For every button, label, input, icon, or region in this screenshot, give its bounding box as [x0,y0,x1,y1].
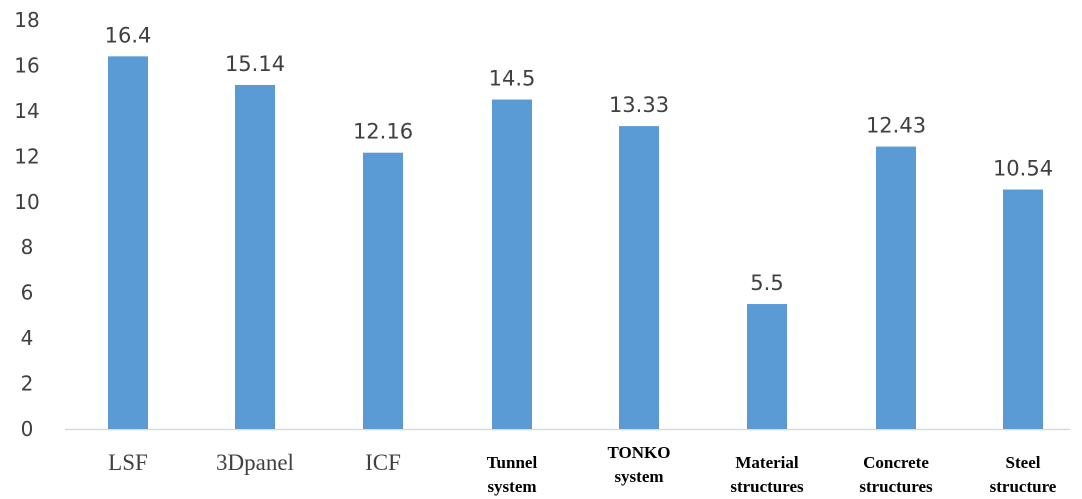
y-tick-label: 0 [21,417,34,441]
x-tick-label: structures [730,477,804,496]
x-tick-label: LSF [108,450,148,475]
bar [1003,189,1043,429]
y-tick-label: 18 [14,8,39,32]
data-label: 13.33 [609,93,669,117]
bar [235,84,275,429]
data-label: 10.54 [993,157,1053,181]
data-label: 5.5 [750,271,783,295]
bar [747,304,787,429]
y-tick-label: 8 [21,235,34,259]
y-tick-label: 4 [21,326,34,350]
bar [876,146,916,429]
x-tick-label: TONKO [608,443,671,462]
bar [619,126,659,429]
x-tick-label: Tunnel [487,453,538,472]
y-axis-ticks: 0 2 4 6 8 10 12 14 16 18 [14,8,39,441]
x-tick-label: system [614,467,663,486]
y-tick-label: 14 [14,99,39,123]
x-tick-label: Steel [1006,453,1041,472]
x-tick-label: system [487,477,536,496]
bars [108,56,1043,430]
bar [363,152,403,429]
y-tick-label: 2 [21,372,34,396]
x-tick-label: ICF [365,450,401,475]
data-labels: 16.4 15.14 12.16 14.5 13.33 5.5 12.43 10.54 [105,23,1053,295]
data-label: 12.16 [353,120,413,144]
data-label: 14.5 [489,67,536,91]
y-tick-label: 6 [21,281,34,305]
x-tick-label: structures [859,477,933,496]
y-tick-label: 12 [14,144,39,168]
y-tick-label: 16 [14,53,39,77]
x-tick-label: Concrete [863,453,929,472]
data-label: 16.4 [105,23,152,47]
x-axis-labels: LSF 3Dpanel ICF Tunnel system TONKO system Mate… [108,443,1057,496]
data-label: 15.14 [225,52,285,76]
x-tick-label: Material [735,453,799,472]
x-tick-label: 3Dpanel [216,450,294,475]
bar [492,99,532,430]
bar [108,56,148,429]
x-tick-label: structure [990,477,1057,496]
y-tick-label: 10 [14,190,39,214]
data-label: 12.43 [866,114,926,138]
